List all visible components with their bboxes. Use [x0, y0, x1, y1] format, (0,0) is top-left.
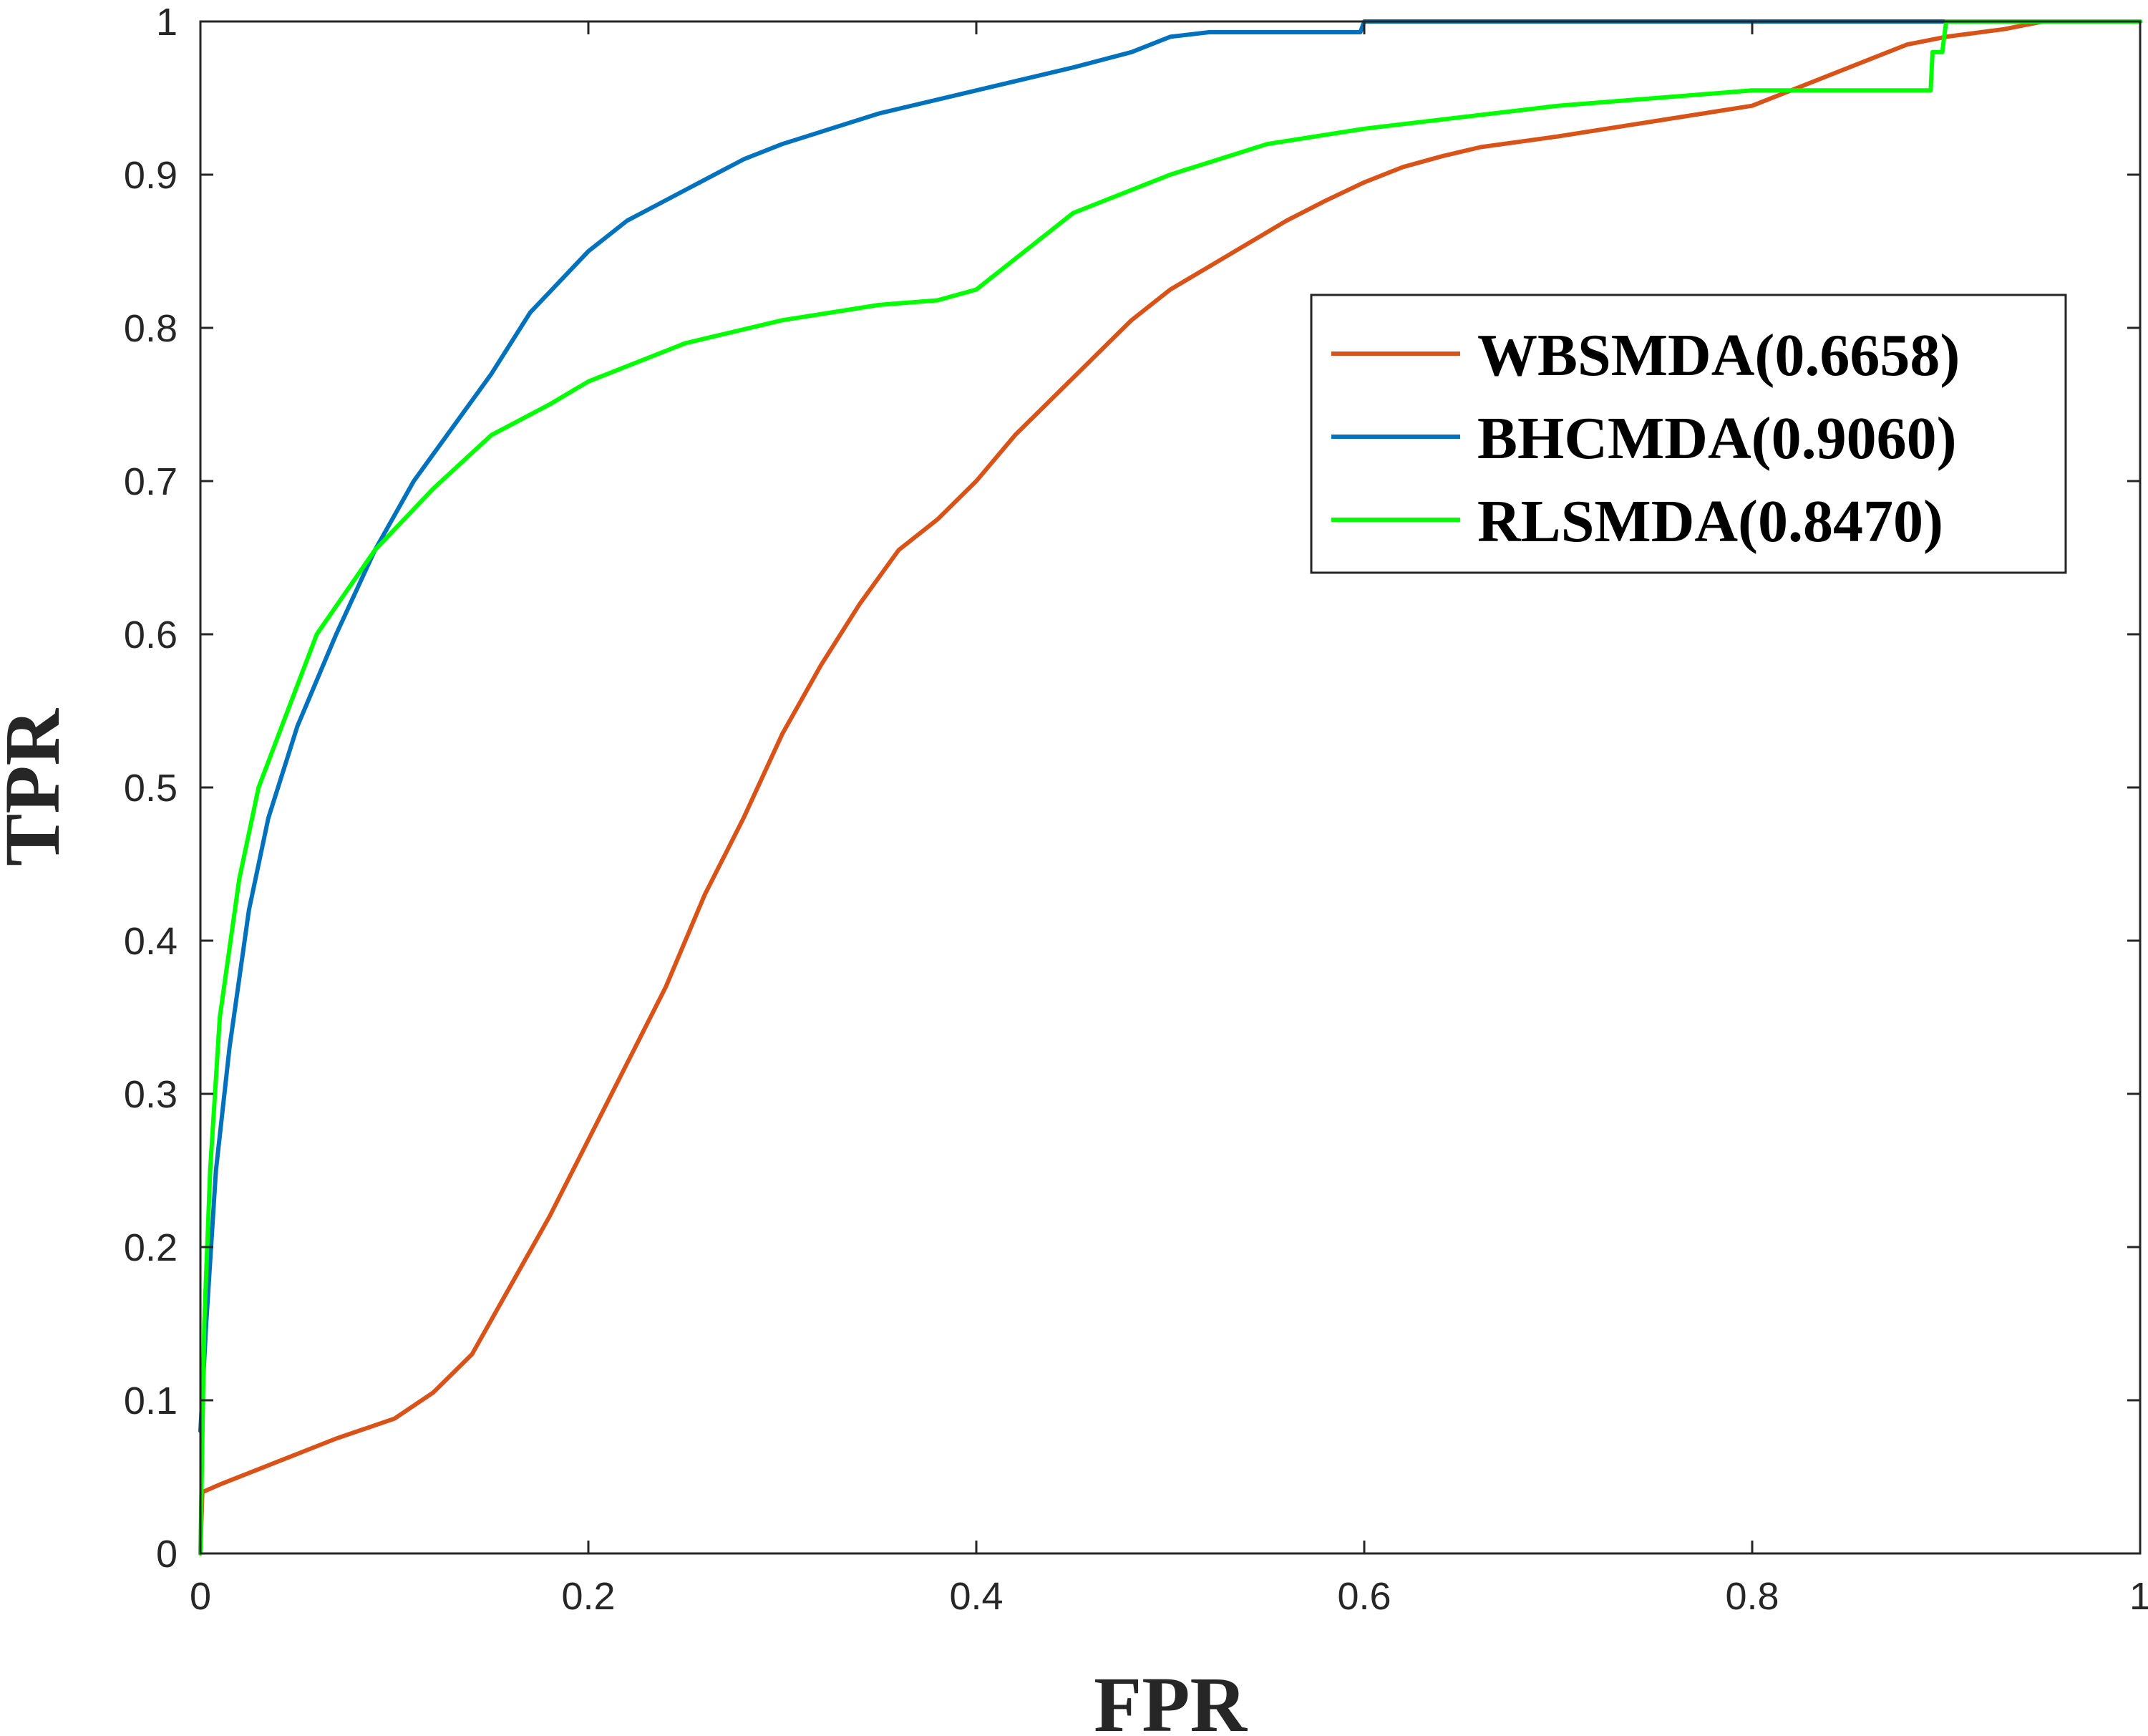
- y-tick-label: 0.8: [124, 307, 178, 350]
- x-tick-label: 1: [2129, 1575, 2148, 1618]
- legend: WBSMDA(0.6658) BHCMDA(0.9060) RLSMDA(0.847…: [1310, 294, 2067, 574]
- y-tick-label: 0.2: [124, 1226, 178, 1269]
- y-tick-label: 0.9: [124, 154, 178, 197]
- y-axis-title: TPR: [0, 707, 76, 866]
- y-tick-label: 0.3: [124, 1073, 178, 1116]
- x-axis: 0 0.2 0.4 0.6 0.8 1: [190, 21, 2148, 1618]
- y-tick-label: 0.1: [124, 1379, 178, 1422]
- x-tick-label: 0.4: [949, 1575, 1003, 1618]
- x-tick-label: 0.8: [1725, 1575, 1779, 1618]
- y-axis: 0 0.1 0.2 0.3 0.4 0.5 0.6 0.7 0.8 0.9 1: [124, 1, 2140, 1576]
- legend-label-1: WBSMDA(0.6658): [1477, 322, 1960, 389]
- y-tick-label: 0.6: [124, 614, 178, 656]
- series-line-1: [198, 19, 2142, 1556]
- y-tick-label: 0.4: [124, 920, 178, 963]
- y-tick-label: 0: [156, 1533, 178, 1576]
- legend-label-2: BHCMDA(0.9060): [1477, 405, 1957, 472]
- y-tick-label: 1: [156, 1, 178, 44]
- x-tick-label: 0: [190, 1575, 211, 1618]
- legend-label-3: RLSMDA(0.8470): [1477, 488, 1943, 555]
- series-line-2: [198, 19, 2142, 1433]
- y-tick-label: 0.5: [124, 767, 178, 810]
- x-tick-label: 0.2: [561, 1575, 615, 1618]
- x-tick-label: 0.6: [1337, 1575, 1391, 1618]
- series-line-3: [198, 19, 2142, 1556]
- y-tick-label: 0.7: [124, 460, 178, 503]
- x-axis-title: FPR: [1094, 1661, 1248, 1736]
- series-layer: [198, 19, 2142, 1556]
- legend-box: [1310, 294, 2067, 574]
